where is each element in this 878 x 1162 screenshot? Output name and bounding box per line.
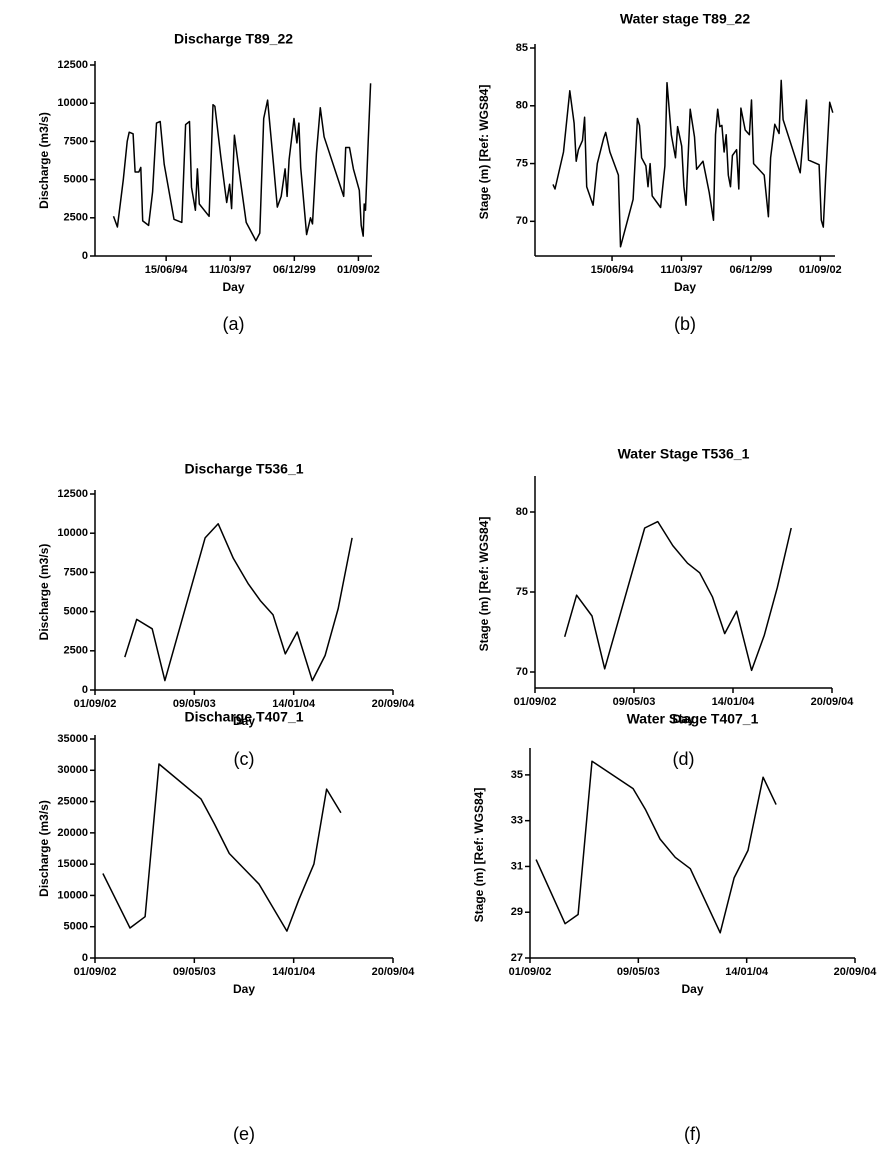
y-tick-label: 2500 — [64, 645, 88, 657]
y-tick-label: 5000 — [64, 174, 88, 186]
x-tick-label: 11/03/97 — [209, 264, 251, 276]
data-line — [102, 763, 342, 932]
x-tick-label: 15/06/94 — [145, 264, 189, 276]
x-tick-label: 06/12/99 — [729, 264, 772, 276]
y-tick-label: 27 — [511, 952, 523, 964]
x-tick-label: 09/05/03 — [173, 966, 216, 978]
x-tick-label: 06/12/99 — [273, 264, 316, 276]
y-tick-label: 10000 — [57, 527, 88, 539]
x-tick-label: 14/01/04 — [272, 966, 316, 978]
x-tick-label: 11/03/97 — [660, 264, 702, 276]
y-tick-label: 5000 — [64, 921, 88, 933]
y-tick-label: 5000 — [64, 606, 88, 618]
x-tick-label: 14/01/04 — [725, 966, 769, 978]
data-line — [124, 523, 353, 682]
chart-panel: Discharge T407_1 0 5000 10000 15000 20000 2500… — [37, 709, 415, 1144]
x-tick-label: 20/09/04 — [372, 966, 416, 978]
y-axis-label: Discharge (m3/s) — [37, 800, 51, 897]
y-tick-label: 0 — [82, 952, 88, 964]
y-tick-label: 33 — [511, 815, 523, 827]
y-tick-label: 15000 — [57, 858, 88, 870]
x-tick-label: 09/05/03 — [173, 698, 216, 710]
x-tick-label: 09/05/03 — [613, 696, 656, 708]
y-tick-label: 12500 — [57, 59, 88, 71]
y-tick-label: 25000 — [57, 795, 88, 807]
y-tick-label: 80 — [516, 100, 528, 112]
y-axis-label: Discharge (m3/s) — [37, 544, 51, 641]
x-axis-label: Day — [233, 982, 255, 996]
y-tick-label: 35 — [511, 769, 523, 781]
x-tick-label: 01/09/02 — [337, 264, 380, 276]
x-tick-label: 01/09/02 — [74, 966, 117, 978]
y-tick-label: 80 — [516, 506, 528, 518]
x-tick-label: 01/09/02 — [799, 264, 842, 276]
x-axis-label: Day — [233, 714, 255, 728]
x-axis-label: Day — [672, 712, 694, 726]
data-line — [112, 83, 372, 242]
x-tick-label: 09/05/03 — [617, 966, 660, 978]
chart-title: Discharge T89_22 — [174, 31, 293, 47]
y-tick-label: 0 — [82, 684, 88, 696]
chart-title: Discharge T536_1 — [184, 461, 303, 477]
y-axis-label: Stage (m) [Ref: WGS84] — [472, 788, 486, 923]
panel-caption: (c) — [234, 749, 255, 769]
y-tick-label: 20000 — [57, 827, 88, 839]
chart-title: Discharge T407_1 — [184, 709, 303, 725]
x-tick-label: 20/09/04 — [372, 698, 416, 710]
chart-title: Water stage T89_22 — [620, 11, 750, 27]
panel-caption: (b) — [674, 314, 696, 334]
y-tick-label: 85 — [516, 42, 528, 54]
y-axis-label: Stage (m) [Ref: WGS84] — [477, 85, 491, 220]
x-axis-label: Day — [222, 280, 244, 294]
y-tick-label: 7500 — [64, 566, 88, 578]
chart-panel: Water stage T89_22 70 75 80 85 15/06/94 11/03/… — [477, 11, 842, 334]
chart-panel: Water Stage T536_1 70 75 80 01/09/02 09/05/03… — [477, 446, 854, 769]
x-tick-label: 15/06/94 — [591, 264, 635, 276]
panel-caption: (d) — [673, 749, 695, 769]
x-tick-label: 01/09/02 — [514, 696, 557, 708]
x-axis-label: Day — [674, 280, 696, 294]
chart-panel: Discharge T89_22 0 2500 5000 7500 10000 12500 1… — [37, 31, 380, 334]
x-tick-label: 14/01/04 — [712, 696, 756, 708]
chart-title: Water Stage T536_1 — [618, 446, 750, 462]
y-tick-label: 75 — [516, 586, 528, 598]
y-tick-label: 10000 — [57, 889, 88, 901]
y-tick-label: 29 — [511, 906, 523, 918]
y-tick-label: 30000 — [57, 764, 88, 776]
x-tick-label: 01/09/02 — [74, 698, 117, 710]
y-tick-label: 7500 — [64, 135, 88, 147]
y-tick-label: 10000 — [57, 97, 88, 109]
y-axis-label: Discharge (m3/s) — [37, 112, 51, 209]
chart-panel: Water Stage T407_1 27 29 31 33 35 01/09/02 09/0… — [472, 711, 877, 1144]
y-tick-label: 70 — [516, 215, 528, 227]
y-axis-label: Stage (m) [Ref: WGS84] — [477, 517, 491, 652]
y-tick-label: 0 — [82, 250, 88, 262]
chart-panel: Discharge T536_1 0 2500 5000 7500 10000 12500 0… — [37, 461, 415, 769]
data-line — [535, 760, 777, 934]
x-tick-label: 20/09/04 — [811, 696, 855, 708]
panel-caption: (e) — [233, 1124, 255, 1144]
y-tick-label: 2500 — [64, 212, 88, 224]
chart-title: Water Stage T407_1 — [627, 711, 759, 727]
x-tick-label: 20/09/04 — [834, 966, 878, 978]
x-tick-label: 14/01/04 — [272, 698, 316, 710]
y-tick-label: 70 — [516, 666, 528, 678]
x-axis-label: Day — [681, 982, 703, 996]
y-tick-label: 31 — [511, 860, 523, 872]
panel-caption: (f) — [684, 1124, 701, 1144]
data-line — [563, 520, 792, 672]
y-tick-label: 75 — [516, 157, 528, 169]
x-tick-label: 01/09/02 — [509, 966, 552, 978]
y-tick-label: 12500 — [57, 488, 88, 500]
panel-caption: (a) — [223, 314, 245, 334]
y-tick-label: 35000 — [57, 733, 88, 745]
data-line — [552, 79, 834, 248]
